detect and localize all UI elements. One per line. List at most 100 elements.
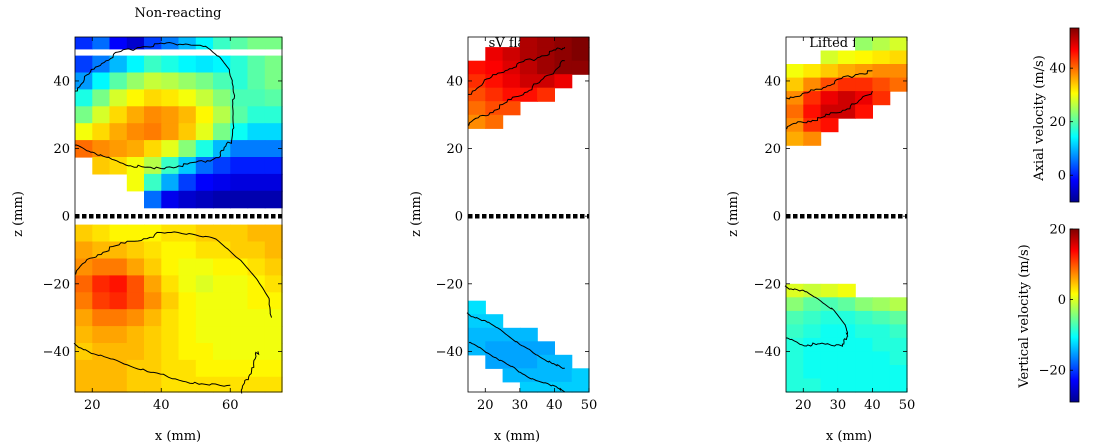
- vertical-velocity-cell: [247, 292, 266, 310]
- vertical-velocity-cell: [230, 258, 249, 276]
- axial-velocity-cell: [837, 104, 856, 119]
- vertical-velocity-cell: [889, 310, 908, 325]
- axial-velocity-cell: [247, 72, 266, 90]
- vertical-velocity-cell: [109, 326, 128, 344]
- vertical-velocity-cell: [213, 292, 231, 310]
- axial-velocity-cell: [519, 60, 538, 75]
- axial-velocity-cell: [92, 106, 111, 124]
- colorbar-tick-label: 0: [1058, 169, 1066, 184]
- vertical-velocity-cell: [230, 241, 249, 259]
- vertical-velocity-cell: [485, 327, 504, 342]
- vertical-velocity-cell: [92, 309, 111, 327]
- x-tick-label: 40: [864, 398, 881, 413]
- axial-velocity-cell: [872, 37, 891, 52]
- vertical-velocity-cell: [230, 326, 249, 344]
- axial-velocity-cell: [195, 190, 214, 209]
- vertical-velocity-cell: [230, 309, 249, 327]
- axial-velocity-cell: [126, 140, 145, 158]
- axial-velocity-cell: [178, 173, 197, 192]
- axial-velocity-cell: [75, 55, 93, 74]
- axial-velocity-cell: [502, 47, 521, 62]
- vertical-velocity-cell: [837, 297, 856, 312]
- axial-velocity-cell: [230, 123, 249, 141]
- vertical-velocity-cell: [75, 241, 93, 259]
- axial-velocity-cell: [247, 55, 266, 74]
- axial-velocity-cell: [537, 87, 555, 102]
- vertical-velocity-cell: [126, 258, 145, 276]
- plot-frame: [74, 36, 283, 393]
- axial-velocity-cell: [855, 104, 873, 119]
- x-tick-label: 40: [153, 398, 170, 413]
- vertical-velocity-cell: [872, 310, 891, 325]
- axial-velocity-cell: [820, 118, 839, 133]
- axial-velocity-cell: [230, 89, 249, 107]
- axial-velocity-cell: [126, 173, 145, 192]
- axial-velocity-cell: [264, 72, 283, 90]
- contour-line: [466, 312, 565, 370]
- vertical-velocity-cell: [820, 378, 839, 393]
- panel-non-reacting: Non-reacting x (mm) z (mm) 20 40 60 −40 −20 0…: [11, 6, 283, 444]
- axial-velocity-cell: [230, 37, 249, 50]
- axial-velocity-cell: [195, 123, 214, 141]
- axial-velocity-cell: [178, 89, 197, 107]
- axial-velocity-cell: [161, 72, 180, 90]
- axial-velocity-cell: [786, 64, 804, 79]
- vertical-velocity-cell: [247, 326, 266, 344]
- vertical-velocity-cell: [855, 337, 873, 352]
- vertical-velocity-cell: [264, 376, 283, 393]
- vertical-velocity-cell: [195, 309, 214, 327]
- vertical-velocity-cell: [537, 381, 555, 393]
- contour-line: [786, 90, 873, 130]
- axial-velocity-cell: [230, 157, 249, 175]
- axial-velocity-cell: [144, 37, 162, 50]
- axial-velocity-cell: [213, 55, 231, 74]
- axial-velocity-cell: [109, 89, 128, 107]
- axial-velocity-cell: [264, 106, 283, 124]
- contour-line: [467, 46, 566, 95]
- vertical-velocity-cell: [264, 292, 283, 310]
- axial-velocity-cell: [485, 47, 504, 62]
- vertical-velocity-cell: [485, 314, 504, 329]
- axial-velocity-cell: [75, 37, 93, 50]
- vertical-velocity-cell: [195, 292, 214, 310]
- axial-velocity-cell: [144, 72, 162, 90]
- axial-velocity-cell: [264, 55, 283, 74]
- vertical-velocity-cell: [213, 258, 231, 276]
- vertical-velocity-cell: [889, 378, 908, 393]
- vertical-velocity-cell: [92, 241, 111, 259]
- vertical-velocity-cell: [213, 326, 231, 344]
- vertical-velocity-cell: [195, 359, 214, 378]
- y-axis-label: z (mm): [409, 191, 424, 237]
- axial-velocity-cell: [468, 114, 486, 129]
- colorbar-tick-label: 40: [1049, 62, 1066, 77]
- colorbar-gradient: [1069, 27, 1080, 203]
- vertical-velocity-cell: [264, 275, 283, 293]
- y-tick-label: 0: [62, 210, 70, 225]
- y-tick-label: 0: [773, 210, 781, 225]
- vertical-velocity-cell: [144, 224, 162, 243]
- vertical-velocity-cell: [855, 351, 873, 366]
- vertical-velocity-cell: [92, 275, 111, 293]
- vertical-velocity-cell: [872, 351, 891, 366]
- vertical-velocity-cell: [264, 241, 283, 259]
- vertical-velocity-cell: [786, 351, 804, 366]
- vertical-velocity-cell: [247, 359, 266, 378]
- vertical-velocity-cell: [144, 292, 162, 310]
- y-tick-label: 20: [446, 142, 463, 157]
- vertical-velocity-cell: [92, 343, 111, 361]
- axial-velocity-cell: [820, 64, 839, 79]
- axial-velocity-cell: [485, 60, 504, 75]
- axial-velocity-cell: [230, 190, 249, 209]
- vertical-velocity-cell: [144, 359, 162, 378]
- vertical-velocity-cell: [855, 310, 873, 325]
- colorbar-tick-label: 20: [1049, 223, 1066, 238]
- contour-line: [240, 351, 260, 394]
- axial-velocity-cell: [803, 77, 822, 92]
- axial-velocity-cell: [75, 89, 93, 107]
- colorbar-label: Axial velocity (m/s): [1032, 55, 1047, 182]
- vertical-velocity-cell: [109, 343, 128, 361]
- vertical-velocity-cell: [468, 314, 486, 329]
- vertical-velocity-cell: [178, 292, 197, 310]
- vertical-velocity-cell: [161, 309, 180, 327]
- axial-velocity-cell: [554, 37, 573, 48]
